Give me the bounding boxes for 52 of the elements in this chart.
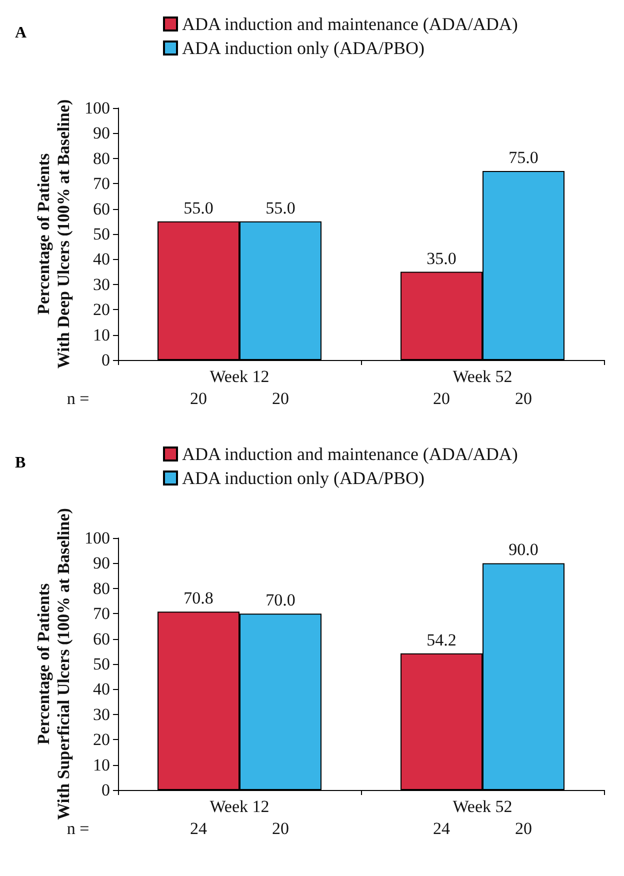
y-tick-label: 20: [93, 300, 110, 320]
y-tick-label: 60: [93, 629, 110, 648]
x-tick-label: Week 52: [452, 797, 512, 816]
text: 20: [272, 819, 289, 838]
chart-title: B: [15, 454, 26, 472]
y-axis-title: Percentage of Patients With Deep Ulcers (100% at Baseline): [34, 99, 74, 369]
text: n =: [66, 819, 90, 838]
text: 20: [272, 389, 289, 408]
y-tick-label: 10: [93, 755, 110, 774]
text: 20: [515, 389, 532, 408]
x-tick-label: Week 12: [210, 797, 270, 816]
y-tick-label: 20: [93, 730, 110, 750]
y-tick-label: 0: [102, 780, 110, 800]
text: 20: [433, 389, 450, 408]
y-tick-label: 90: [93, 554, 110, 573]
x-tick-label: Week 52: [452, 367, 512, 386]
text: n =: [66, 389, 90, 408]
x-tick-label: Week 12: [210, 367, 270, 386]
legend-label: ADA induction only (ADA/PBO): [182, 38, 425, 58]
chart-title: A: [15, 24, 27, 42]
data-label: 90.0: [508, 540, 538, 560]
y-tick-label: 100: [84, 98, 110, 118]
legend-label: ADA induction and maintenance (ADA/ADA): [182, 444, 518, 464]
y-tick-label: 40: [93, 250, 110, 269]
y-tick-label: 30: [93, 704, 110, 724]
text: 20: [515, 819, 532, 838]
data-label: 70.8: [184, 588, 214, 608]
y-tick-label: 80: [93, 148, 110, 168]
y-tick-label: 0: [102, 350, 110, 370]
data-label: 54.2: [426, 630, 456, 650]
y-tick-label: 100: [84, 528, 110, 548]
data-label: 70.0: [266, 590, 296, 610]
y-tick-label: 50: [93, 224, 110, 244]
legend-label: ADA induction only (ADA/PBO): [182, 468, 425, 488]
y-tick-label: 70: [93, 174, 110, 194]
data-label: 75.0: [508, 148, 538, 167]
text: 24: [433, 819, 450, 838]
y-tick-label: 40: [93, 680, 110, 699]
y-tick-label: 10: [93, 325, 110, 344]
y-tick-label: 80: [93, 578, 110, 598]
data-label: 55.0: [266, 198, 296, 218]
y-axis-title: Percentage of Patients With Superficial Ulcers (100% at Baseline): [34, 508, 74, 820]
y-tick-label: 50: [93, 654, 110, 674]
data-label: 55.0: [184, 198, 214, 218]
y-tick-label: 60: [93, 199, 110, 218]
y-tick-label: 90: [93, 124, 110, 143]
y-tick-label: 30: [93, 274, 110, 294]
text: 20: [190, 389, 207, 408]
y-tick-label: 70: [93, 604, 110, 624]
text: 24: [190, 819, 208, 838]
data-label: 35.0: [426, 248, 456, 268]
legend-label: ADA induction and maintenance (ADA/ADA): [182, 14, 518, 34]
